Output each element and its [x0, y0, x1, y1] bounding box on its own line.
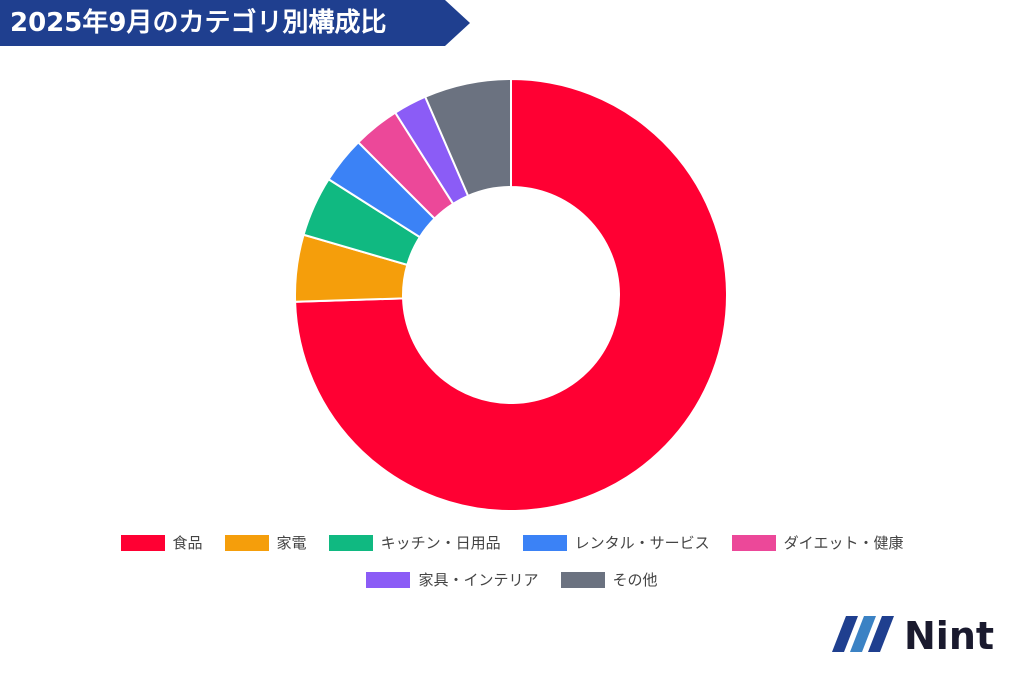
donut-slice-7	[423, 77, 512, 198]
legend-item-7: その他	[560, 569, 658, 590]
legend-label: 食品	[172, 534, 203, 552]
legend-swatch	[522, 534, 567, 551]
legend-item-4: レンタル・サービス	[522, 532, 710, 553]
legend-swatch	[731, 534, 776, 551]
legend-item-2: 家電	[224, 532, 307, 553]
legend-item-6: 家具・インテリア	[366, 569, 539, 590]
legend-label: キッチン・日用品	[380, 534, 501, 552]
nint-logo: Nint	[832, 612, 1002, 660]
legend-swatch	[560, 571, 605, 588]
logo-text: Nint	[904, 614, 995, 658]
legend-label: ダイエット・健康	[783, 534, 904, 552]
legend-item-3: キッチン・日用品	[328, 532, 501, 553]
legend-label: その他	[612, 571, 658, 589]
chart-title: 2025年9月のカテゴリ別構成比	[10, 8, 387, 38]
legend-label: 家具・インテリア	[418, 571, 539, 589]
legend-row-2: 家具・インテリア その他	[0, 569, 1024, 590]
legend-label: レンタル・サービス	[574, 534, 710, 552]
legend-item-5: ダイエット・健康	[731, 532, 904, 553]
title-banner	[0, 0, 470, 46]
nint-logo-icon	[832, 616, 894, 652]
legend-swatch	[224, 534, 269, 551]
legend-swatch	[120, 534, 165, 551]
donut-slice-1	[294, 77, 728, 512]
legend-row-1: 食品 家電 キッチン・日用品 レンタル・サービス ダイエット・健康	[0, 532, 1024, 553]
legend-item-1: 食品	[120, 532, 203, 553]
legend-label: 家電	[276, 534, 307, 552]
legend-swatch	[366, 571, 411, 588]
legend-swatch	[328, 534, 373, 551]
